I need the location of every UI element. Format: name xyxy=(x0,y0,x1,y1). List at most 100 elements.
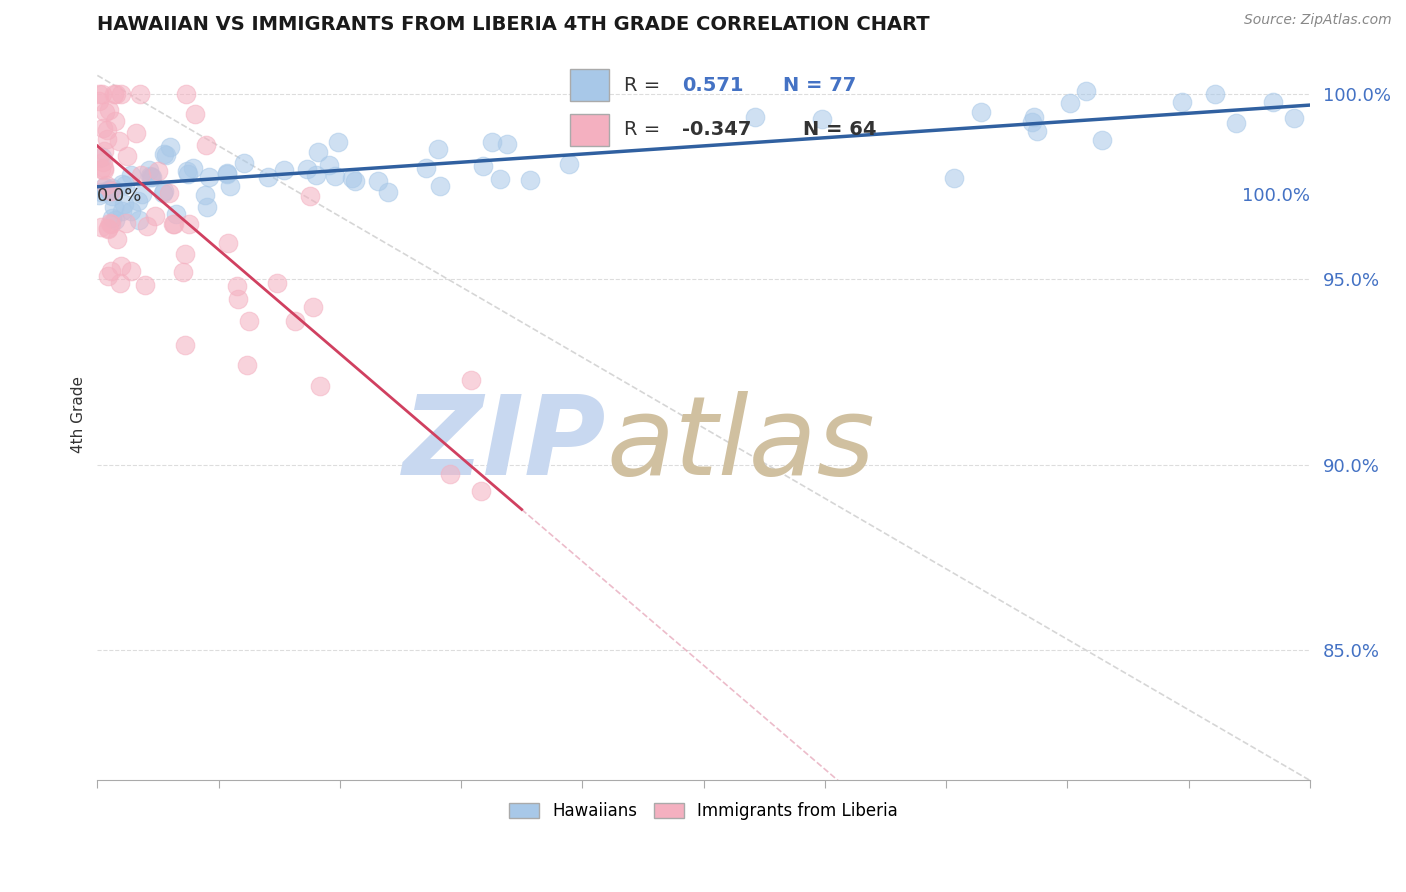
Point xyxy=(101,181,124,195)
Text: ZIP: ZIP xyxy=(404,391,606,498)
Point xyxy=(318,158,340,172)
Point xyxy=(87,87,110,101)
Point xyxy=(96,123,118,137)
Point xyxy=(111,204,134,219)
Point xyxy=(181,161,204,176)
Point xyxy=(307,145,329,160)
Point xyxy=(152,186,174,201)
Point xyxy=(136,219,159,234)
Point xyxy=(141,169,163,184)
Point xyxy=(96,131,118,145)
Point xyxy=(377,185,399,199)
Point xyxy=(157,186,180,200)
Point xyxy=(309,379,332,393)
Point xyxy=(98,183,121,197)
Point xyxy=(155,148,177,162)
Point xyxy=(125,126,148,140)
Point xyxy=(470,484,492,499)
Point xyxy=(489,172,512,186)
Point xyxy=(1074,84,1097,98)
Point xyxy=(138,162,160,177)
Text: atlas: atlas xyxy=(606,391,875,498)
Point xyxy=(415,161,437,175)
Text: 0.0%: 0.0% xyxy=(97,186,143,205)
Point xyxy=(87,95,110,109)
Point xyxy=(342,171,364,186)
Point xyxy=(100,184,122,198)
Point xyxy=(148,163,170,178)
Text: 100.0%: 100.0% xyxy=(1241,186,1310,205)
Point xyxy=(93,162,115,177)
Point xyxy=(108,134,131,148)
Point xyxy=(305,168,328,182)
Point xyxy=(177,167,200,181)
Point xyxy=(98,183,121,197)
Point xyxy=(100,217,122,231)
Point xyxy=(93,105,115,120)
Point xyxy=(218,179,240,194)
Point xyxy=(943,170,966,185)
Point xyxy=(139,169,162,184)
Text: Source: ZipAtlas.com: Source: ZipAtlas.com xyxy=(1244,13,1392,28)
Point xyxy=(328,135,350,149)
Point xyxy=(97,269,120,284)
Point xyxy=(163,217,186,231)
Point xyxy=(111,177,134,191)
Point xyxy=(97,103,120,118)
Point xyxy=(101,211,124,225)
Point xyxy=(1026,123,1049,137)
Point xyxy=(195,137,218,152)
Point xyxy=(460,373,482,387)
Point xyxy=(811,112,834,126)
Point xyxy=(1021,115,1043,129)
Point xyxy=(481,135,503,149)
Point xyxy=(323,169,346,184)
Point xyxy=(93,180,115,194)
Point xyxy=(93,161,115,176)
Point xyxy=(1225,115,1247,129)
Point xyxy=(172,265,194,279)
Point xyxy=(273,163,295,178)
Point xyxy=(103,200,125,214)
Point xyxy=(90,150,112,164)
Point xyxy=(93,144,115,158)
Point xyxy=(97,183,120,197)
Point xyxy=(472,159,495,173)
Point xyxy=(284,314,307,328)
Point xyxy=(970,105,993,120)
Point xyxy=(195,200,218,214)
Point xyxy=(105,87,128,101)
Point xyxy=(91,154,114,169)
Point xyxy=(226,279,249,293)
Point xyxy=(174,338,197,352)
Point xyxy=(115,149,138,163)
Point xyxy=(120,203,142,218)
Point xyxy=(115,216,138,230)
Point xyxy=(134,278,156,293)
Point xyxy=(101,189,124,203)
Point xyxy=(120,264,142,278)
Point xyxy=(301,301,323,315)
Point xyxy=(198,170,221,185)
Point xyxy=(98,216,121,230)
Point xyxy=(299,189,322,203)
Point xyxy=(100,264,122,278)
Point xyxy=(128,213,150,227)
Point xyxy=(297,162,319,177)
Point xyxy=(131,186,153,201)
Point xyxy=(1204,87,1226,102)
Point xyxy=(110,277,132,291)
Point xyxy=(174,247,197,261)
Point xyxy=(232,155,254,169)
Point xyxy=(87,188,110,202)
Point xyxy=(496,136,519,151)
Text: HAWAIIAN VS IMMIGRANTS FROM LIBERIA 4TH GRADE CORRELATION CHART: HAWAIIAN VS IMMIGRANTS FROM LIBERIA 4TH … xyxy=(97,15,929,34)
Point xyxy=(174,87,197,101)
Point xyxy=(217,166,239,180)
Point xyxy=(257,169,280,184)
Point xyxy=(159,140,181,154)
Point xyxy=(427,142,450,156)
Point xyxy=(367,174,389,188)
Point xyxy=(97,221,120,235)
Point xyxy=(217,235,239,250)
